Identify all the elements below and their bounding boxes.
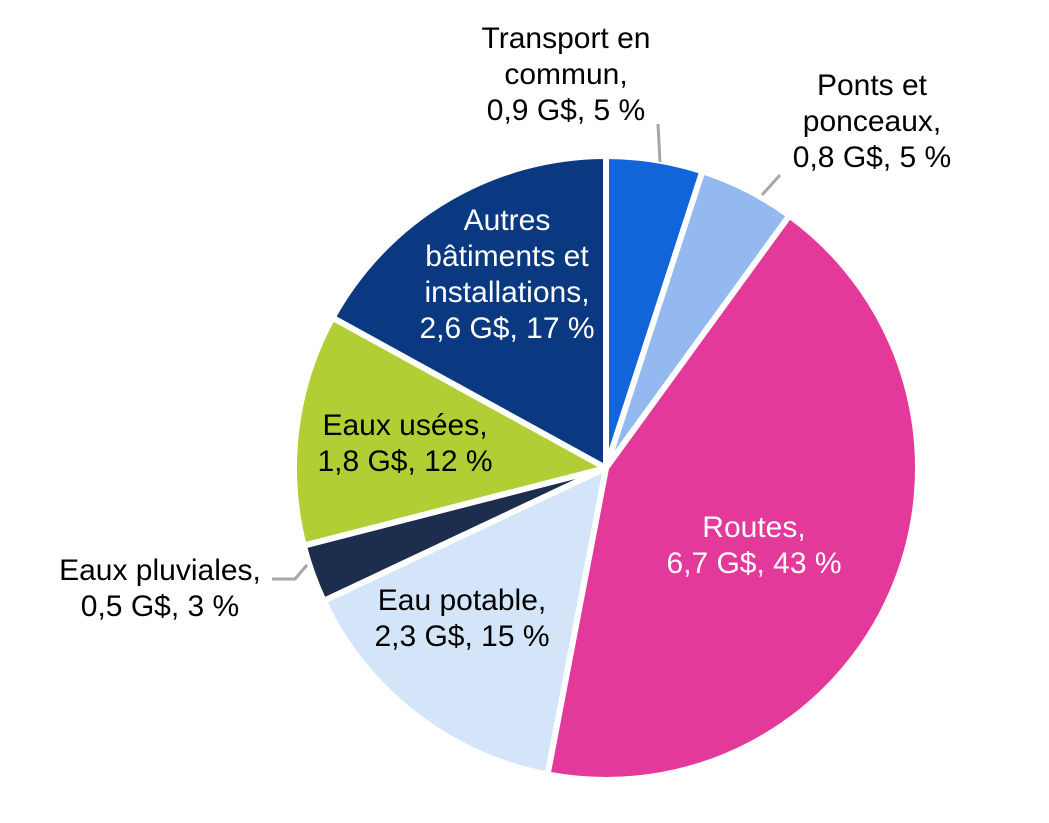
slice-label-line: Transport en: [482, 22, 651, 55]
leader-lines: [272, 123, 782, 581]
slice-label-line: 2,6 G$, 17 %: [419, 312, 594, 345]
slice-label-line: 1,8 G$, 12 %: [317, 445, 492, 478]
slice-label-line: ponceaux,: [803, 105, 941, 138]
pie-slices: [291, 153, 921, 783]
slice-label-eau-potable: Eau potable, 2,3 G$, 15 %: [374, 584, 549, 653]
slice-label-eaux-usees: Eaux usées, 1,8 G$, 12 %: [317, 409, 492, 478]
slice-label-routes: Routes, 6,7 G$, 43 %: [666, 511, 841, 580]
slice-label-line: Ponts et: [817, 69, 928, 102]
slice-label-line: 0,8 G$, 5 %: [793, 141, 951, 174]
slice-label-line: Routes,: [702, 511, 805, 544]
slice-labels: Transport en commun, 0,9 G$, 5 % Ponts et po…: [59, 22, 951, 653]
slice-label-line: Eaux pluviales,: [59, 554, 261, 587]
pie-slice-eaux-usees: [291, 314, 609, 549]
leader-line-transport-en-commun: [656, 123, 662, 163]
slice-label-line: 0,5 G$, 3 %: [81, 590, 239, 623]
slice-label-line: Autres: [464, 204, 551, 237]
slice-label-line: Eau potable,: [378, 584, 546, 617]
slice-label-line: Eaux usées,: [322, 409, 487, 442]
leader-line-eaux-pluviales: [272, 564, 309, 581]
slice-label-eaux-pluviales: Eaux pluviales, 0,5 G$, 3 %: [59, 554, 261, 623]
slice-label-line: installations,: [424, 276, 589, 309]
pie-slice-autres-batiments-et-installations: [329, 153, 609, 471]
pie-slice-routes: [544, 212, 921, 783]
slice-label-line: 0,9 G$, 5 %: [487, 94, 645, 127]
slice-label-transport-en-commun: Transport en commun, 0,9 G$, 5 %: [482, 22, 651, 127]
slice-label-line: 2,3 G$, 15 %: [374, 620, 549, 653]
pie-slice-eau-potable: [320, 465, 609, 778]
leader-line-ponts-et-ponceaux: [760, 173, 782, 197]
slice-label-line: commun,: [504, 58, 627, 91]
slice-label-line: bâtiments et: [425, 240, 589, 273]
slice-label-line: 6,7 G$, 43 %: [666, 547, 841, 580]
slice-label-autres-batiments-et-installations: Autres bâtiments et installations, 2,6 G$, …: [419, 204, 594, 345]
slice-label-ponts-et-ponceaux: Ponts et ponceaux, 0,8 G$, 5 %: [793, 69, 951, 174]
